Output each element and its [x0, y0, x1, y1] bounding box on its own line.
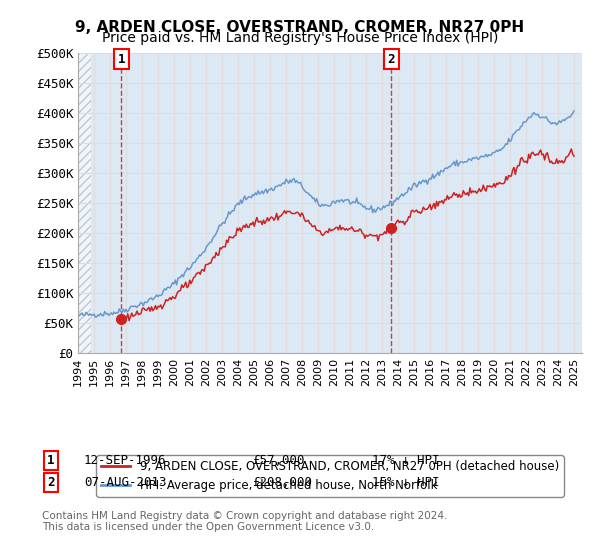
Text: 2: 2 [388, 53, 395, 66]
Bar [78, 53, 91, 353]
Text: 17% ↓ HPI: 17% ↓ HPI [372, 454, 439, 467]
Text: 1: 1 [47, 454, 55, 467]
Text: 9, ARDEN CLOSE, OVERSTRAND, CROMER, NR27 0PH: 9, ARDEN CLOSE, OVERSTRAND, CROMER, NR27… [76, 20, 524, 35]
Legend: 9, ARDEN CLOSE, OVERSTRAND, CROMER, NR27 0PH (detached house), HPI: Average pric: 9, ARDEN CLOSE, OVERSTRAND, CROMER, NR27… [96, 455, 564, 497]
Text: Price paid vs. HM Land Registry's House Price Index (HPI): Price paid vs. HM Land Registry's House … [102, 31, 498, 45]
Text: 15% ↓ HPI: 15% ↓ HPI [372, 476, 439, 489]
Text: 2: 2 [47, 476, 55, 489]
Text: 12-SEP-1996: 12-SEP-1996 [84, 454, 167, 467]
Text: 1: 1 [118, 53, 125, 66]
Text: Contains HM Land Registry data © Crown copyright and database right 2024.
This d: Contains HM Land Registry data © Crown c… [42, 511, 448, 533]
Text: £57,000: £57,000 [252, 454, 305, 467]
Text: £208,000: £208,000 [252, 476, 312, 489]
Text: 07-AUG-2013: 07-AUG-2013 [84, 476, 167, 489]
